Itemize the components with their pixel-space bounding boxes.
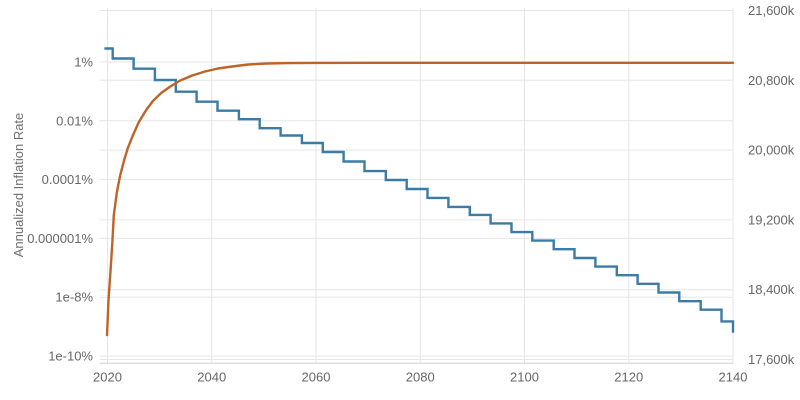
x-axis-tick-label: 2100	[510, 370, 539, 385]
left-axis-tick-label: 0.000001%	[27, 231, 93, 246]
left-axis-tick-label: 1e-8%	[55, 290, 93, 305]
left-axis-tick-labels: 1% 0.01% 0.0001% 0.000001% 1e-8% 1e-10%	[27, 55, 93, 364]
x-axis-tick-label: 2140	[719, 370, 748, 385]
left-axis-title: Annualized Inflation Rate	[11, 113, 26, 258]
left-axis-tick-label: 1%	[74, 55, 93, 70]
right-axis-tick-labels: 21,600k 20,800k 20,000k 19,200k 18,400k 17,60…	[748, 3, 795, 367]
chart-series	[104, 47, 735, 337]
left-axis-tick-label: 0.01%	[56, 113, 93, 128]
total-supply-line	[105, 61, 735, 337]
left-axis-tick-label: 0.0001%	[42, 172, 94, 187]
horizontal-gridlines	[99, 10, 733, 360]
right-axis-tick-label: 20,800k	[748, 73, 795, 88]
x-axis-tick-label: 2120	[614, 370, 643, 385]
right-axis-tick-label: 17,600k	[748, 352, 795, 367]
right-axis-tick-label: 21,600k	[748, 3, 795, 18]
right-axis-tick-label: 19,200k	[748, 212, 795, 227]
vertical-gridlines	[107, 8, 734, 364]
x-axis-tick-label: 2020	[93, 370, 122, 385]
x-axis-tick-label: 2080	[406, 370, 435, 385]
right-axis-tick-label: 18,400k	[748, 282, 795, 297]
x-axis-tick-label: 2040	[197, 370, 226, 385]
inflation-rate-line	[104, 47, 735, 333]
x-axis-tick-label: 2060	[302, 370, 331, 385]
right-axis-tick-label: 20,000k	[748, 143, 795, 158]
x-axis-tick-labels: 2020 2040 2060 2080 2100 2120 2140	[93, 370, 747, 385]
left-axis-tick-label: 1e-10%	[48, 349, 93, 364]
